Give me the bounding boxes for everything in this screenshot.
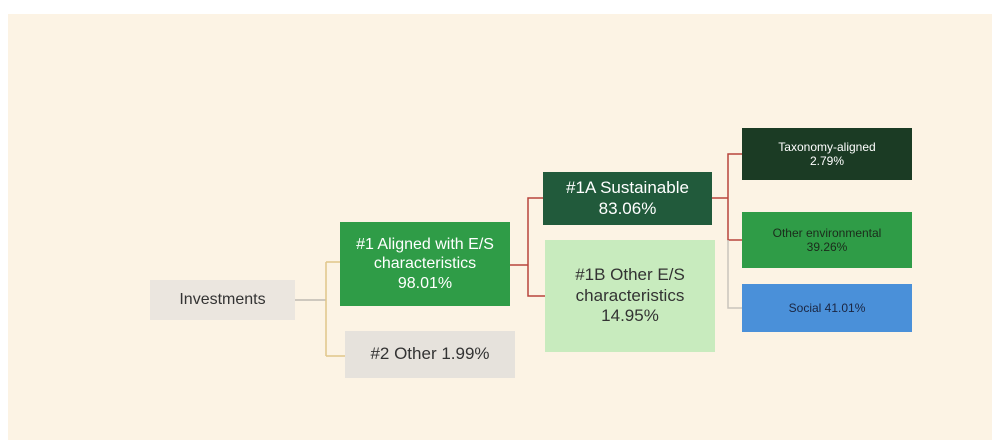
node-other: #2 Other 1.99% [345,331,515,378]
node-aligned: #1 Aligned with E/S characteristics 98.0… [340,222,510,306]
connector [712,153,742,241]
node-taxonomy: Taxonomy-aligned 2.79% [742,128,912,180]
connector [510,197,545,297]
node-social: Social 41.01% [742,284,912,332]
node-other-es: #1B Other E/S characteristics 14.95% [545,240,715,352]
connector [325,261,345,357]
connector [727,240,742,309]
node-sustainable: #1A Sustainable 83.06% [543,172,712,225]
node-environmental: Other environmental 39.26% [742,212,912,268]
node-investments: Investments [150,280,295,320]
